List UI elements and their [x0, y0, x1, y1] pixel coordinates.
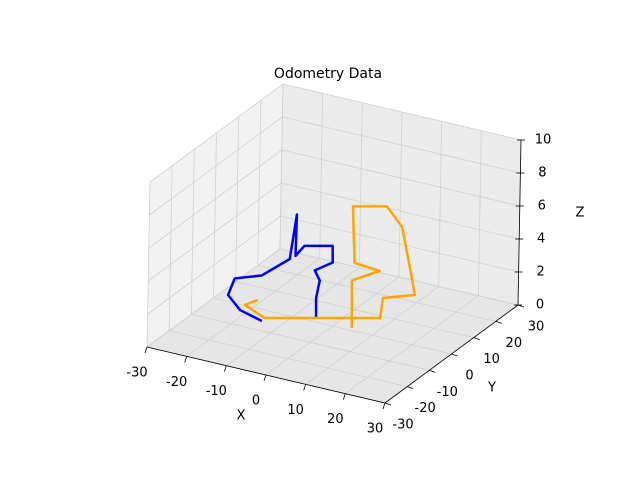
z-axis-line — [517, 139, 522, 306]
grid-line — [235, 116, 240, 282]
y-tick-label: -10 — [437, 385, 458, 400]
grid-line — [147, 182, 282, 282]
grid-line — [279, 83, 284, 250]
x-tick — [144, 346, 148, 354]
grid-line — [279, 248, 519, 306]
grid-line — [146, 248, 281, 348]
y-tick — [473, 337, 480, 341]
x-tick-label: -20 — [166, 375, 187, 390]
z-tick-label: 4 — [537, 232, 545, 247]
x-tick — [184, 356, 188, 363]
x-tick-label: 20 — [327, 412, 344, 427]
grid-line — [149, 83, 284, 183]
z-tick-label: 6 — [538, 199, 546, 214]
y-tick-label: -30 — [392, 418, 413, 433]
grid-line — [438, 121, 443, 287]
x-tick-label: -10 — [206, 384, 227, 399]
y-axis-label: Y — [487, 381, 496, 396]
grid-line — [257, 100, 262, 266]
y-tick-label: -20 — [415, 401, 436, 416]
x-axis-label: X — [237, 409, 246, 424]
y-tick — [451, 353, 458, 357]
grid-line — [477, 130, 482, 296]
grid-line — [149, 116, 283, 216]
x-tick-label: 30 — [367, 422, 384, 437]
y-axis-line — [384, 304, 519, 404]
z-tick-label: 8 — [538, 166, 546, 181]
grid-line — [146, 181, 151, 348]
grid-line — [282, 116, 521, 174]
x-tick — [303, 384, 307, 391]
x-tick-label: 0 — [252, 394, 260, 409]
grid-line — [148, 149, 283, 249]
y-tick — [407, 386, 414, 390]
x-tick-label: 10 — [287, 403, 304, 418]
z-tick-label: 0 — [536, 298, 544, 313]
y-tick-label: 10 — [483, 352, 500, 367]
grid-line — [319, 93, 324, 259]
grid-line — [281, 149, 520, 207]
y-tick-label: 30 — [528, 320, 545, 335]
grid-line — [191, 313, 430, 371]
x-tick — [382, 402, 386, 410]
y-tick — [429, 369, 436, 373]
y-tick — [495, 320, 502, 324]
x-tick-label: -30 — [126, 366, 147, 381]
x-tick — [223, 365, 227, 372]
z-tick-label: 2 — [536, 265, 544, 280]
grid-line — [213, 132, 217, 299]
grid-line — [190, 149, 195, 315]
y-tick-label: 20 — [506, 336, 523, 351]
grid-line — [281, 182, 520, 240]
grid-line — [280, 215, 519, 273]
grid-line — [398, 111, 403, 278]
grid-line — [213, 297, 452, 355]
z-tick-label: 10 — [535, 133, 552, 148]
grid-line — [147, 215, 281, 315]
y-tick-label: 0 — [465, 369, 473, 384]
grid-line — [358, 102, 363, 268]
x-tick — [263, 374, 267, 382]
chart-title: Odometry Data — [274, 66, 382, 82]
grid-line — [282, 83, 522, 141]
x-axis-line — [146, 346, 386, 404]
grid-line — [235, 281, 474, 339]
trajectory — [226, 213, 334, 323]
grid-line — [168, 165, 173, 331]
trajectory — [243, 205, 417, 328]
grid-line — [169, 330, 408, 388]
z-axis-label: Z — [576, 206, 585, 221]
x-tick — [342, 393, 346, 400]
y-tick — [384, 402, 392, 406]
grid-line — [257, 264, 496, 322]
